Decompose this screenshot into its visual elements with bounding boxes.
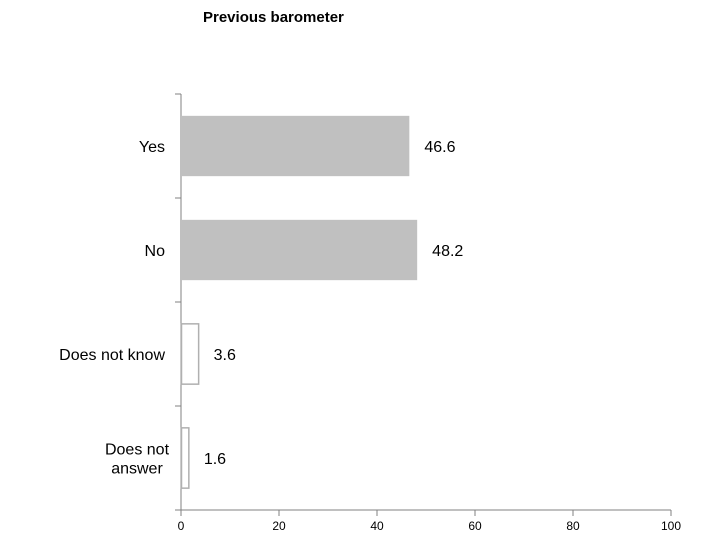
category-label-line: Does not (105, 442, 170, 459)
category-label-line: Does not know (59, 347, 165, 364)
category-label: No (145, 243, 166, 260)
chart-title: Previous barometer (203, 9, 344, 26)
x-tick-label: 60 (468, 519, 482, 533)
bar (180, 427, 190, 489)
category-label: Does not answer (105, 442, 170, 478)
x-tick-label: 20 (272, 519, 286, 533)
value-label: 3.6 (214, 347, 236, 364)
x-tick-label: 0 (178, 519, 185, 533)
category-label: Yes (139, 139, 165, 156)
value-label: 46.6 (424, 139, 455, 156)
value-label: 1.6 (204, 451, 226, 468)
category-label-line: answer (111, 461, 163, 478)
value-label: 48.2 (432, 243, 463, 260)
bar (181, 115, 410, 177)
x-tick-label: 80 (566, 519, 580, 533)
x-tick-label: 100 (661, 519, 681, 533)
category-label: Does not know (59, 347, 165, 364)
bar (181, 219, 418, 281)
category-label-line: No (145, 243, 166, 260)
bar (180, 323, 200, 385)
category-label-line: Yes (139, 139, 165, 156)
x-tick-label: 40 (370, 519, 384, 533)
